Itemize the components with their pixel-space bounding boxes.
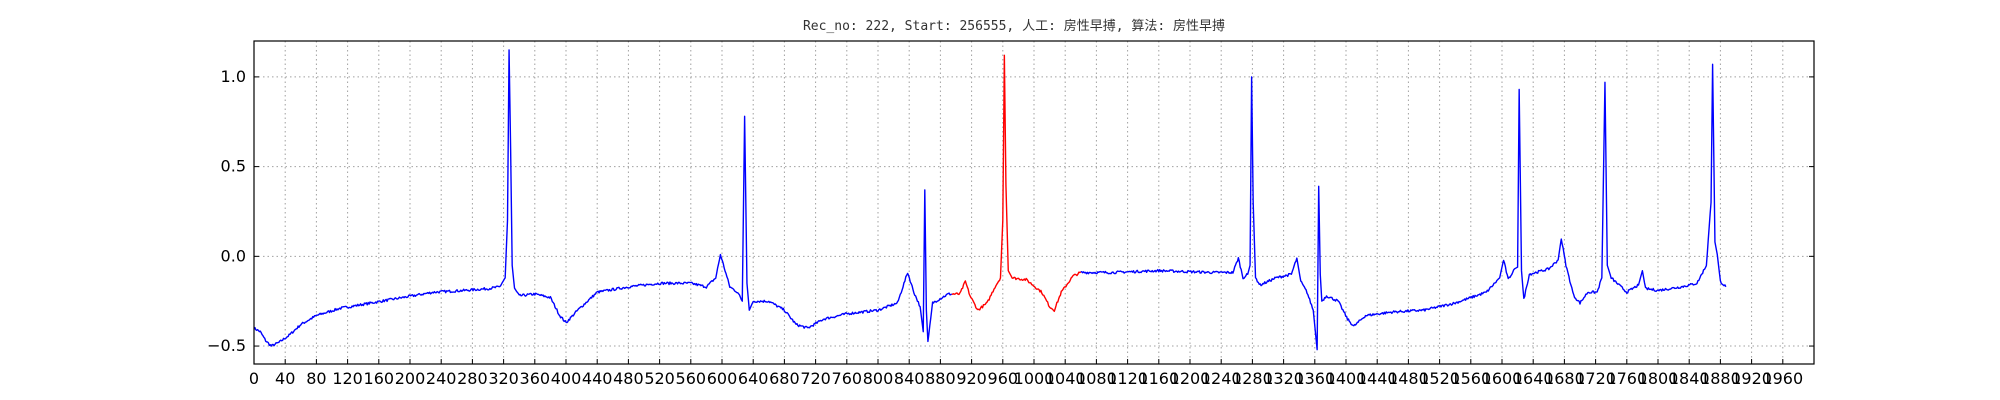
series-layer: [253, 49, 1727, 351]
x-tick-label: 1840: [1669, 369, 1710, 388]
x-tick-label: 1640: [1513, 369, 1554, 388]
y-tick-label: 0.0: [221, 246, 246, 265]
x-tick-label: 240: [426, 369, 457, 388]
x-tick-label: 1800: [1638, 369, 1679, 388]
x-tick-label: 1240: [1201, 369, 1242, 388]
x-tick-label: 320: [488, 369, 519, 388]
y-tick-label: 1.0: [221, 67, 246, 86]
x-tick-label: 600: [707, 369, 738, 388]
x-tick-label: 1560: [1450, 369, 1491, 388]
x-tick-label: 680: [769, 369, 800, 388]
x-tick-label: 360: [520, 369, 551, 388]
x-tick-label: 840: [894, 369, 925, 388]
x-tick-label: 760: [832, 369, 863, 388]
x-tick-label: 1480: [1388, 369, 1429, 388]
x-tick-label: 200: [395, 369, 426, 388]
x-tick-label: 160: [364, 369, 395, 388]
x-tick-label: 40: [275, 369, 295, 388]
y-tick-label: 0.5: [221, 157, 246, 176]
x-tick-label: 120: [332, 369, 363, 388]
x-tick-label: 1600: [1482, 369, 1523, 388]
ecg-trace-segment: [253, 49, 953, 347]
x-tick-label: 800: [863, 369, 894, 388]
x-tick-label: 1360: [1294, 369, 1335, 388]
x-tick-label: 1960: [1762, 369, 1803, 388]
chart-title: Rec_no: 222, Start: 256555, 人工: 房性早搏, 算法…: [803, 18, 1225, 34]
x-tick-label: 720: [800, 369, 831, 388]
x-tick-label: 1280: [1232, 369, 1273, 388]
x-tick-label: 520: [644, 369, 675, 388]
x-tick-label: 640: [738, 369, 769, 388]
x-axis: 0 40 80 120 160 200 240 280 320 360 400 440 480 520 56…: [249, 359, 1803, 388]
x-tick-label: 1440: [1357, 369, 1398, 388]
x-tick-label: 1080: [1076, 369, 1117, 388]
x-tick-label: 0: [249, 369, 259, 388]
x-tick-label: 1880: [1700, 369, 1741, 388]
x-tick-label: 920: [956, 369, 987, 388]
x-tick-label: 1000: [1014, 369, 1055, 388]
x-tick-label: 400: [551, 369, 582, 388]
x-tick-label: 1920: [1731, 369, 1772, 388]
x-tick-label: 960: [988, 369, 1019, 388]
x-tick-label: 480: [613, 369, 644, 388]
x-tick-label: 80: [306, 369, 326, 388]
x-tick-label: 1520: [1419, 369, 1460, 388]
x-tick-label: 1320: [1263, 369, 1304, 388]
x-tick-label: 1720: [1575, 369, 1616, 388]
x-tick-label: 440: [582, 369, 613, 388]
ecg-highlight-segment: [951, 54, 1082, 313]
x-tick-label: 280: [457, 369, 488, 388]
x-tick-label: 1160: [1138, 369, 1179, 388]
ecg-trace-segment: [1080, 63, 1727, 351]
x-tick-label: 1680: [1544, 369, 1585, 388]
x-tick-label: 1120: [1107, 369, 1148, 388]
x-tick-label: 880: [925, 369, 956, 388]
y-axis: −0.5 0.0 0.5 1.0: [207, 67, 1814, 355]
y-tick-label: −0.5: [207, 336, 246, 355]
x-tick-label: 1400: [1326, 369, 1367, 388]
x-tick-label: 1760: [1606, 369, 1647, 388]
x-tick-label: 1040: [1045, 369, 1086, 388]
x-tick-label: 560: [676, 369, 707, 388]
x-tick-label: 1200: [1170, 369, 1211, 388]
grid: [253, 41, 1814, 364]
